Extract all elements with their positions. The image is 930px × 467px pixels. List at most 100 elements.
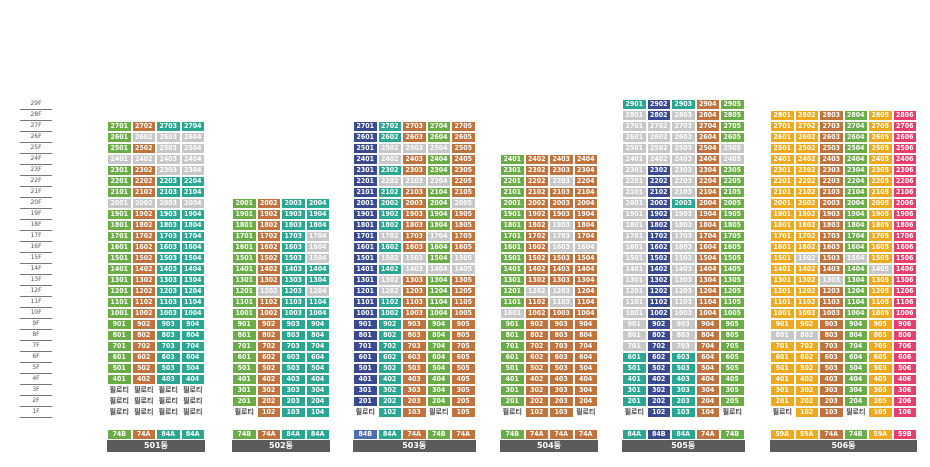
floor-label: 13F: [20, 276, 52, 286]
unit-cell: 405: [720, 374, 745, 385]
unit-cell: 905: [720, 319, 745, 330]
unit-cell: 2201: [770, 176, 795, 187]
floor-label: 9F: [20, 320, 52, 330]
unit-cell: 1304: [305, 275, 330, 286]
unit-cell: 1604: [426, 242, 451, 253]
unit-cell: 2402: [131, 154, 156, 165]
unit-cell: 1101: [232, 297, 257, 308]
floor-label: 28F: [20, 111, 52, 121]
unit-cell: 2505: [451, 143, 476, 154]
unit-cell: 2203: [671, 176, 696, 187]
unit-cell: 102: [794, 407, 819, 418]
unit-cell: 1301: [770, 275, 795, 286]
unit-cell: 803: [156, 330, 181, 341]
unit-cell: 1701: [353, 231, 378, 242]
building-5: 2901 2902 2903 2904 2905 2801 2802 2803 2804 2805…: [622, 0, 745, 467]
unit-cell: 2202: [131, 176, 156, 187]
unit-cell: 2401: [353, 154, 378, 165]
unit-cell: 301: [770, 385, 795, 396]
unit-cell: 1903: [402, 209, 427, 220]
unit-type-label: 84A: [156, 429, 181, 440]
unit-cell: 2605: [720, 132, 745, 143]
unit-cell: 701: [770, 341, 795, 352]
unit-cell: 1704: [305, 231, 330, 242]
unit-cell: 1503: [549, 253, 574, 264]
unit-cell: 1403: [281, 264, 306, 275]
unit-cell: 1202: [131, 286, 156, 297]
building-name: 504동: [500, 440, 598, 452]
unit-cell: 503: [156, 363, 181, 374]
unit-cell: 1602: [256, 242, 281, 253]
unit-cell: 901: [770, 319, 795, 330]
unit-cell: 1605: [720, 242, 745, 253]
unit-cell: 301: [500, 385, 525, 396]
unit-cell: 1703: [819, 231, 844, 242]
unit-cell: 2104: [695, 187, 720, 198]
unit-cell: 902: [131, 319, 156, 330]
unit-cell: 602: [524, 352, 549, 363]
unit-cell: 2705: [868, 121, 893, 132]
unit-cell: 1802: [131, 220, 156, 231]
unit-cell: 804: [426, 330, 451, 341]
floor-label: 12F: [20, 287, 52, 297]
unit-cell: 2603: [156, 132, 181, 143]
unit-cell: 2702: [794, 121, 819, 132]
unit-cell: 501: [107, 363, 132, 374]
unit-cell: 402: [256, 374, 281, 385]
unit-cell: 802: [131, 330, 156, 341]
unit-cell: 202: [646, 396, 671, 407]
unit-cell: 1604: [573, 242, 598, 253]
unit-cell: 904: [426, 319, 451, 330]
unit-cell: 2403: [671, 154, 696, 165]
unit-cell: 402: [646, 374, 671, 385]
unit-cell: 1102: [524, 297, 549, 308]
unit-cell: 103: [671, 407, 696, 418]
unit-cell: 2204: [426, 176, 451, 187]
unit-cell: 1202: [256, 286, 281, 297]
pilotis-cell: 필로티: [426, 407, 451, 418]
unit-cell: 1502: [377, 253, 402, 264]
unit-cell: 1202: [794, 286, 819, 297]
unit-cell: 902: [256, 319, 281, 330]
unit-cell: 2405: [868, 154, 893, 165]
unit-cell: 2001: [353, 198, 378, 209]
unit-cell: 2804: [695, 110, 720, 121]
unit-cell: 1203: [819, 286, 844, 297]
unit-cell: 505: [720, 363, 745, 374]
unit-cell: 1004: [180, 308, 205, 319]
unit-cell: 2204: [573, 176, 598, 187]
unit-cell: 1902: [646, 209, 671, 220]
unit-cell: 2703: [671, 121, 696, 132]
unit-cell: 701: [622, 341, 647, 352]
unit-cell: 705: [868, 341, 893, 352]
unit-cell: 401: [500, 374, 525, 385]
building-6: 2801 2802 2803 2804 2805 2806 2701 2702 2703 2704…: [770, 0, 917, 467]
unit-cell: 802: [794, 330, 819, 341]
unit-cell: 704: [695, 341, 720, 352]
unit-cell: 1305: [720, 275, 745, 286]
unit-cell: 602: [646, 352, 671, 363]
unit-cell: 1701: [622, 231, 647, 242]
unit-cell: 2305: [451, 165, 476, 176]
unit-cell: 1801: [107, 220, 132, 231]
unit-cell: 2705: [720, 121, 745, 132]
pilotis-cell: 필로티: [500, 407, 525, 418]
unit-cell: 1005: [451, 308, 476, 319]
unit-cell: 2601: [107, 132, 132, 143]
unit-cell: 1305: [868, 275, 893, 286]
unit-cell: 2803: [671, 110, 696, 121]
unit-cell: 401: [770, 374, 795, 385]
unit-cell: 1202: [646, 286, 671, 297]
unit-cell: 2101: [770, 187, 795, 198]
unit-cell: 1303: [156, 275, 181, 286]
unit-cell: 1002: [794, 308, 819, 319]
unit-cell: 1404: [426, 264, 451, 275]
unit-cell: 1302: [377, 275, 402, 286]
unit-cell: 2203: [819, 176, 844, 187]
unit-cell: 303: [281, 385, 306, 396]
unit-cell: 2405: [720, 154, 745, 165]
unit-type-label: 74A: [573, 429, 598, 440]
unit-cell: 702: [794, 341, 819, 352]
unit-cell: 1606: [892, 242, 917, 253]
unit-cell: 804: [305, 330, 330, 341]
